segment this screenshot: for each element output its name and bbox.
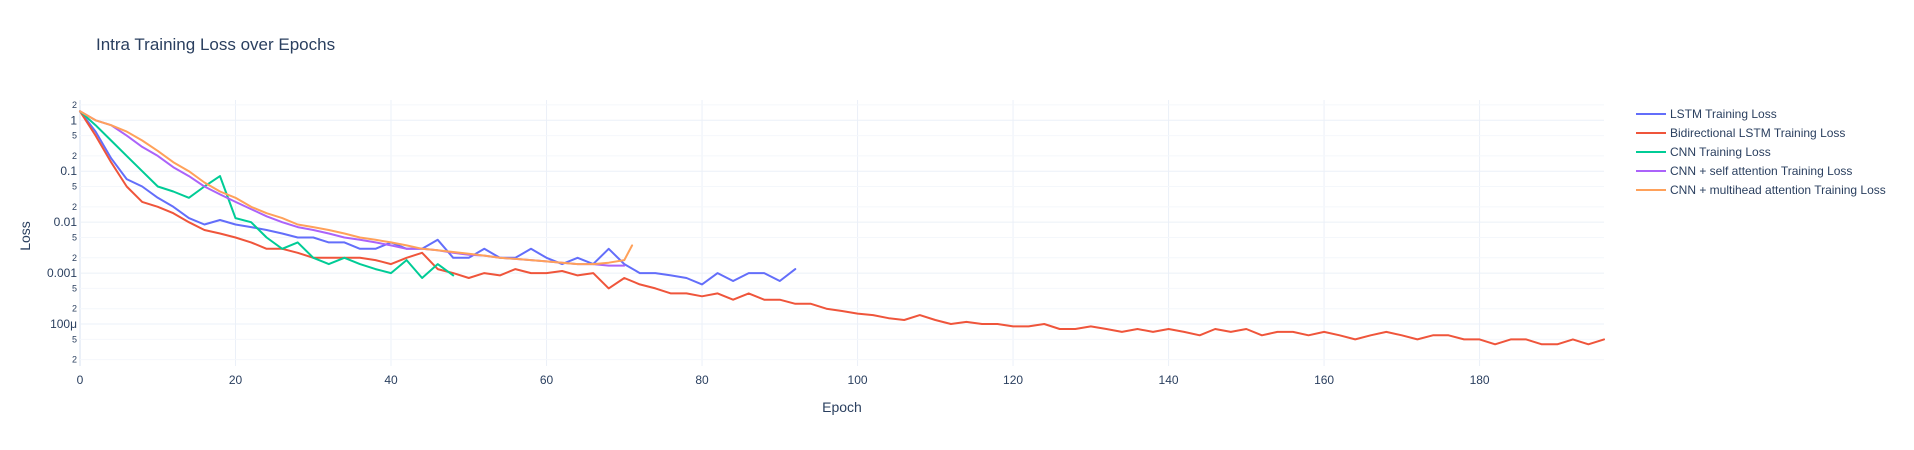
grid-layer xyxy=(79,100,1604,366)
legend-label-2: CNN Training Loss xyxy=(1670,145,1771,159)
legend-label-0: LSTM Training Loss xyxy=(1670,107,1777,121)
x-tick-label: 120 xyxy=(1003,373,1023,387)
x-axis-title: Epoch xyxy=(822,399,862,415)
y-tick-label: 0.1 xyxy=(60,164,77,178)
series-line-4 xyxy=(79,110,634,266)
chart-title: Intra Training Loss over Epochs xyxy=(96,35,335,54)
x-tick-label: 160 xyxy=(1314,373,1334,387)
x-tick-label: 100 xyxy=(848,373,868,387)
x-tick-label: 0 xyxy=(77,373,84,387)
y-minor-tick-label: 2 xyxy=(72,151,77,161)
x-tick-label: 40 xyxy=(384,373,398,387)
legend-label-1: Bidirectional LSTM Training Loss xyxy=(1670,126,1845,140)
axes-layer: 0 20 40 60 80 100 120 140 160 180 1 0.1 0.01 0.001 100… xyxy=(47,100,1490,387)
legend-label-4: CNN + multihead attention Training Loss xyxy=(1670,183,1886,197)
y-tick-label: 1 xyxy=(70,113,77,127)
plot-background xyxy=(80,100,1604,366)
y-minor-tick-label: 5 xyxy=(72,131,77,141)
x-tick-label: 80 xyxy=(695,373,709,387)
series-line-0 xyxy=(79,110,797,286)
x-tick-label: 20 xyxy=(229,373,243,387)
x-tick-label: 60 xyxy=(540,373,554,387)
y-minor-tick-label: 2 xyxy=(72,355,77,365)
y-tick-label: 100μ xyxy=(50,317,77,331)
legend-label-3: CNN + self attention Training Loss xyxy=(1670,164,1852,178)
y-minor-tick-label: 5 xyxy=(72,283,77,293)
y-axis-title: Loss xyxy=(17,221,33,251)
x-tick-label: 140 xyxy=(1159,373,1179,387)
series-line-2 xyxy=(79,110,455,279)
series-line-1 xyxy=(79,110,1605,346)
y-minor-tick-label: 5 xyxy=(72,182,77,192)
y-minor-tick-label: 2 xyxy=(72,304,77,314)
plot-layer xyxy=(79,110,1605,346)
legend: LSTM Training Loss Bidirectional LSTM Tra… xyxy=(1636,107,1886,197)
y-tick-label: 0.001 xyxy=(47,266,77,280)
y-minor-tick-label: 5 xyxy=(72,232,77,242)
y-minor-tick-label: 2 xyxy=(72,202,77,212)
x-tick-label: 180 xyxy=(1470,373,1490,387)
y-tick-label: 0.01 xyxy=(54,215,78,229)
y-minor-tick-label: 2 xyxy=(72,253,77,263)
y-minor-tick-label: 5 xyxy=(72,334,77,344)
y-minor-tick-label: 2 xyxy=(72,100,77,110)
